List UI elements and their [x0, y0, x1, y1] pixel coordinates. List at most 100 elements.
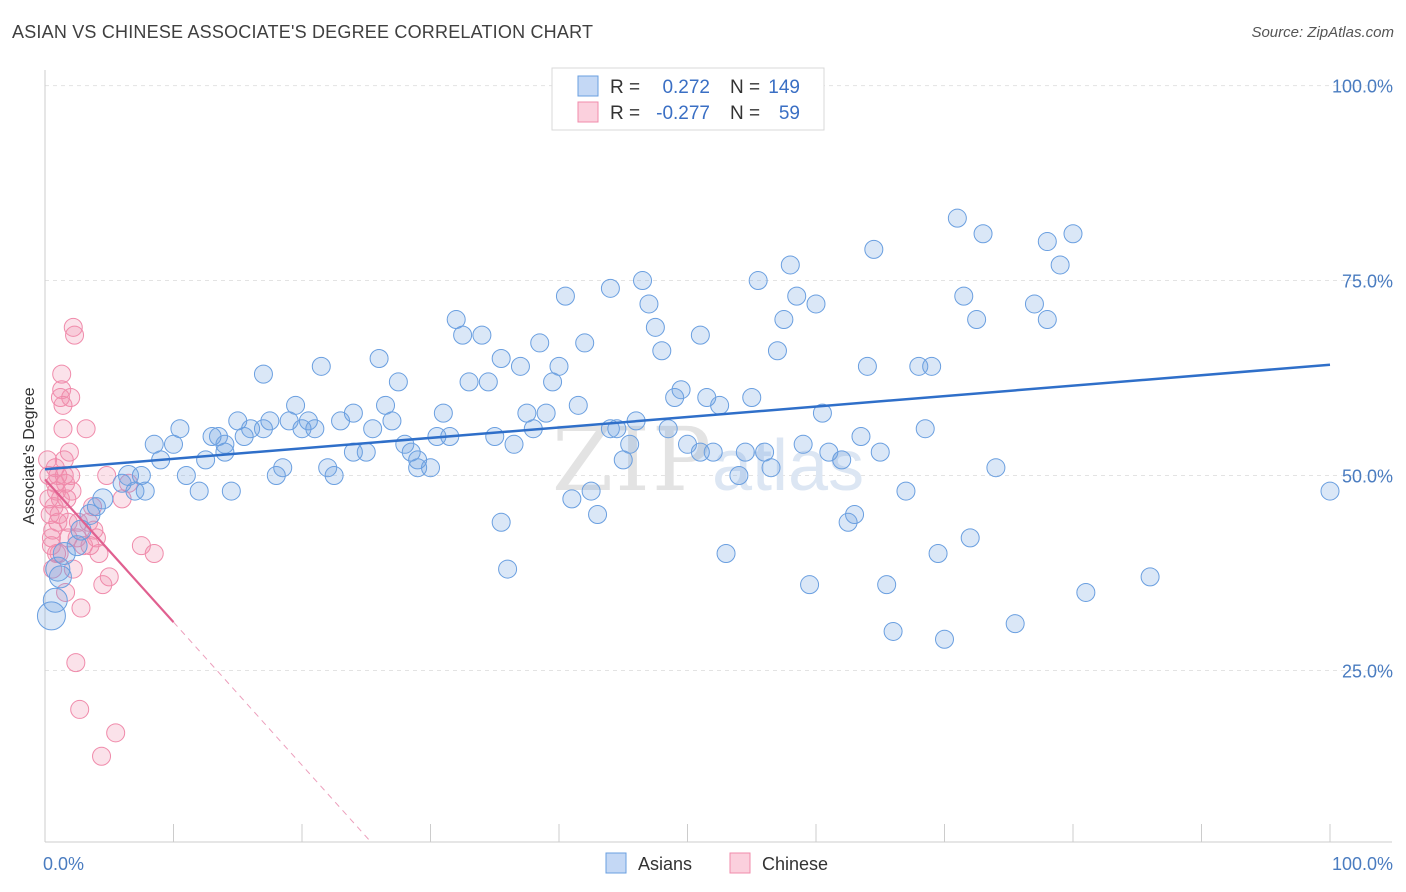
asian-point-48 [369, 349, 389, 369]
asian-point-136 [967, 310, 987, 330]
asian-point-51 [388, 372, 408, 392]
asian-point-123 [864, 239, 884, 259]
legend-r-label-asians: R = [610, 77, 640, 98]
x-tick-label-0: 0.0% [43, 854, 84, 874]
asian-point-143 [1050, 255, 1070, 275]
asian-point-114 [800, 575, 820, 595]
asian-point-112 [787, 286, 807, 306]
asian-point-98 [690, 325, 710, 345]
asian-point-39 [305, 419, 325, 439]
asian-point-139 [1005, 614, 1025, 634]
chinese-point-37 [70, 699, 90, 719]
asian-point-118 [832, 450, 852, 470]
bottom-legend-swatch-chinese [729, 852, 751, 874]
asian-point-108 [761, 458, 781, 478]
asian-point-134 [954, 286, 974, 306]
chinese-point-13 [48, 512, 68, 532]
asian-point-9 [92, 488, 114, 510]
asian-point-102 [716, 543, 736, 563]
asian-point-131 [928, 543, 948, 563]
asian-point-90 [639, 294, 659, 314]
asian-point-93 [658, 419, 678, 439]
asian-point-105 [742, 388, 762, 408]
asian-point-83 [600, 278, 620, 298]
asian-point-100 [703, 442, 723, 462]
watermark: ZIP atlas [552, 408, 864, 511]
bottom-legend: Asians Chinese [605, 852, 828, 874]
y-tick-labels: 100.0% 75.0% 50.0% 25.0% [1332, 77, 1393, 682]
asian-point-94 [665, 388, 685, 408]
asian-point-61 [453, 325, 473, 345]
asian-point-130 [922, 356, 942, 376]
trendlines [44, 363, 1331, 843]
chinese-point-46 [89, 543, 109, 563]
asian-point-145 [1076, 582, 1096, 602]
asian-point-30 [253, 419, 273, 439]
asian-point-33 [266, 465, 286, 485]
asian-point-50 [382, 411, 402, 431]
asian-point-65 [485, 427, 505, 447]
chinese-point-48 [93, 575, 113, 595]
chinese-point-30 [62, 481, 82, 501]
asian-point-103 [729, 465, 749, 485]
asian-point-89 [633, 271, 653, 291]
asian-point-13 [131, 465, 151, 485]
chinese-point-27 [59, 442, 79, 462]
chinese-point-38 [71, 598, 91, 618]
asian-point-3 [48, 565, 72, 589]
y-tick-label-1: 75.0% [1342, 272, 1393, 292]
asian-point-41 [318, 458, 338, 478]
asian-point-31 [260, 411, 280, 431]
legend-n-value-chinese: 59 [779, 103, 800, 124]
asian-point-109 [767, 341, 787, 361]
chinese-point-29 [61, 388, 81, 408]
series-chinese-points [38, 317, 164, 766]
legend-n-label-chinese: N = [730, 103, 760, 124]
chinese-point-44 [84, 520, 104, 540]
chinese-point-19 [53, 395, 73, 415]
asian-point-78 [562, 489, 582, 509]
asian-point-81 [581, 481, 601, 501]
chinese-point-51 [106, 723, 126, 743]
asian-point-44 [343, 403, 363, 423]
asian-point-38 [298, 411, 318, 431]
asian-point-144 [1063, 224, 1083, 244]
axes [44, 70, 1392, 843]
gridlines [45, 85, 1392, 671]
asian-point-110 [774, 310, 794, 330]
asian-point-111 [780, 255, 800, 275]
asian-point-25 [215, 434, 235, 454]
asian-point-26 [221, 481, 241, 501]
asian-point-68 [498, 559, 518, 579]
asian-point-2 [45, 556, 71, 582]
asian-point-0 [36, 601, 66, 631]
asian-point-80 [575, 333, 595, 353]
asian-point-137 [973, 224, 993, 244]
legend-n-label-asians: N = [730, 77, 760, 98]
asian-point-77 [555, 286, 575, 306]
asian-point-104 [735, 442, 755, 462]
asian-point-92 [652, 341, 672, 361]
y-axis-label: Associate's Degree [21, 387, 38, 524]
asian-point-121 [851, 427, 871, 447]
chinese-trendline-extension [173, 621, 372, 843]
asian-point-1 [42, 587, 68, 613]
asian-point-21 [196, 450, 216, 470]
chinese-point-34 [66, 653, 86, 673]
asian-point-120 [845, 504, 865, 524]
asian-point-124 [870, 442, 890, 462]
asian-point-70 [510, 356, 530, 376]
asian-point-19 [176, 465, 196, 485]
chinese-point-55 [144, 543, 164, 563]
asian-point-147 [1320, 481, 1340, 501]
chinese-point-40 [76, 419, 96, 439]
asian-point-34 [273, 458, 293, 478]
chinese-point-49 [97, 465, 117, 485]
asian-point-135 [960, 528, 980, 548]
watermark-atlas: atlas [712, 426, 864, 506]
asian-point-141 [1037, 310, 1057, 330]
legend-swatch-asians [577, 75, 599, 97]
bottom-legend-label-asians: Asians [638, 854, 692, 874]
asian-point-36 [286, 395, 306, 415]
